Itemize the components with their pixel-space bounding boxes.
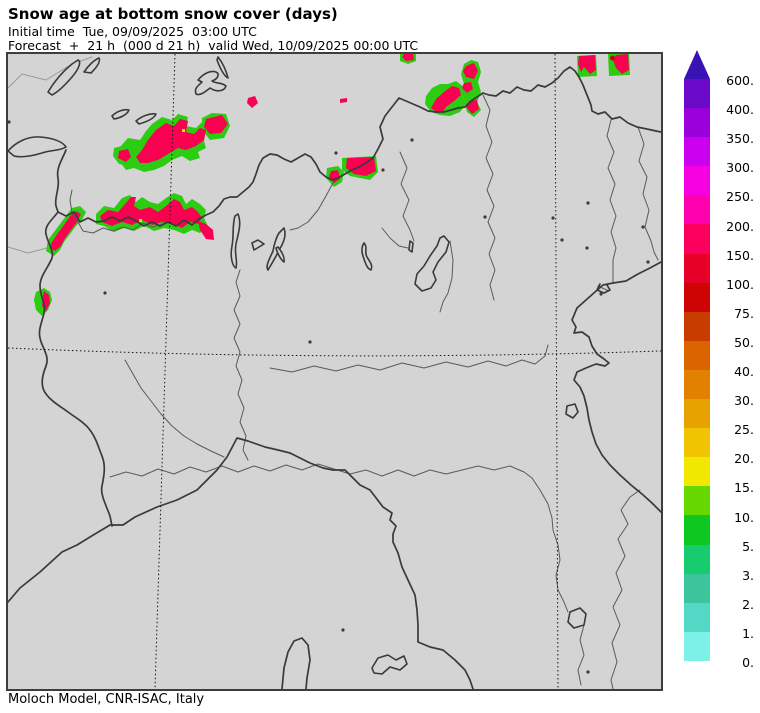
colorbar-tick-label: 25. <box>734 422 754 438</box>
colorbar-band <box>684 369 710 400</box>
colorbar-tick-label: 400. <box>726 102 754 118</box>
colorbar-band <box>684 515 710 545</box>
snow-age-red <box>610 55 615 61</box>
snow-age-crimson <box>42 54 629 311</box>
forecast-valid-line: Forecast + 21 h (000 d 21 h) valid Wed, … <box>8 38 419 53</box>
colorbar-band <box>684 108 710 138</box>
map-canvas <box>8 54 661 689</box>
colorbar-band <box>684 573 710 603</box>
colorbar-tick-label: 15. <box>734 480 754 496</box>
colorbar-tick-label: 150. <box>726 247 754 263</box>
colorbar-tick-label: 50. <box>734 334 754 350</box>
colorbar-band <box>684 253 710 283</box>
colorbar-band <box>684 195 710 225</box>
colorbar-overflow-arrow <box>684 50 710 79</box>
colorbar-band <box>684 486 710 516</box>
latlon-gridlines <box>8 54 661 689</box>
colorbar-tick-label: 40. <box>734 364 754 379</box>
colorbar-band <box>684 137 710 167</box>
colorbar <box>684 50 710 661</box>
colorbar-tick-label: 2. <box>742 596 754 612</box>
initial-time-line: Initial time Tue, 09/09/2025 03:00 UTC <box>8 24 257 39</box>
colorbar-band <box>684 399 710 429</box>
map-frame <box>6 52 663 691</box>
page-title: Snow age at bottom snow cover (days) <box>8 5 338 23</box>
colorbar-tick-label: 1. <box>742 625 754 641</box>
model-credit: Moloch Model, CNR-ISAC, Italy <box>8 692 205 707</box>
colorbar-band <box>684 79 710 109</box>
colorbar-tick-label: 10. <box>734 509 754 525</box>
colorbar-tick-label: 30. <box>734 393 754 409</box>
colorbar-band <box>684 224 710 254</box>
colorbar-band <box>684 457 710 487</box>
colorbar-band <box>684 428 710 458</box>
national-borders-coastlines <box>8 66 661 689</box>
colorbar-tick-label: 20. <box>734 451 754 467</box>
colorbar-tick-label: 100. <box>726 276 754 292</box>
colorbar-tick-label: 300. <box>726 160 754 176</box>
colorbar-tick-label: 3. <box>742 567 754 583</box>
colorbar-band <box>684 340 710 370</box>
colorbar-tick-label: 200. <box>726 218 754 234</box>
colorbar-tick-label: 600. <box>726 73 754 88</box>
colorbar-band <box>684 631 710 661</box>
colorbar-band <box>684 282 710 312</box>
colorbar-tick-label: 0. <box>742 655 754 670</box>
map-dots <box>8 120 650 674</box>
colorbar-band <box>684 166 710 196</box>
colorbar-tick-label: 75. <box>734 305 754 321</box>
colorbar-band <box>684 544 710 574</box>
lakes <box>8 56 587 675</box>
snow-age-yellow <box>139 129 185 222</box>
colorbar-band <box>684 311 710 341</box>
colorbar-tick-label: 350. <box>726 131 754 147</box>
colorbar-tick-label: 250. <box>726 189 754 205</box>
colorbar-band <box>684 602 710 632</box>
colorbar-tick-label: 5. <box>742 538 754 554</box>
region-borders <box>69 94 659 689</box>
